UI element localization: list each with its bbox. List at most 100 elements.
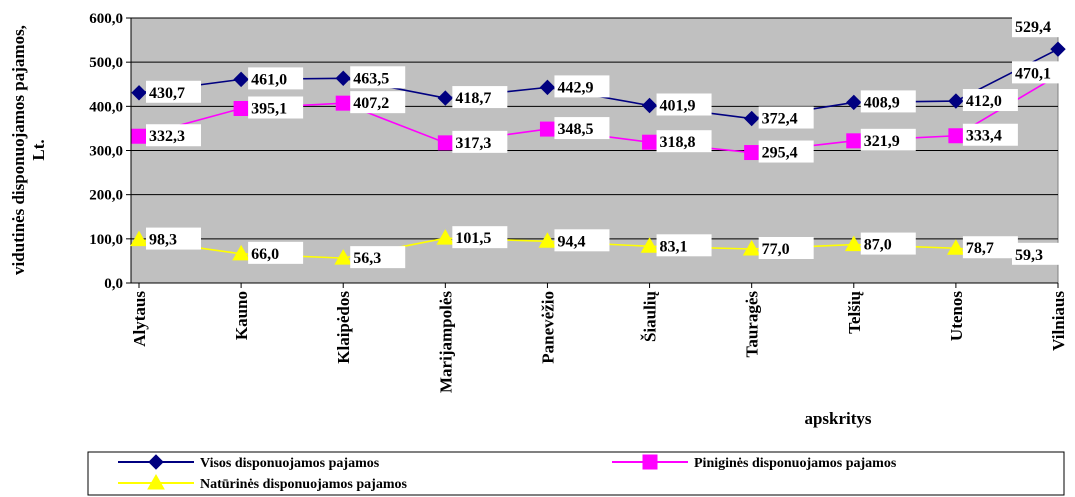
x-category-label: Telšių xyxy=(845,291,864,334)
diamond-marker xyxy=(743,110,760,127)
x-category-label: Panevėžio xyxy=(538,291,557,364)
data-label-bg xyxy=(350,246,406,269)
data-label: 66,0 xyxy=(251,246,279,263)
data-label-bg xyxy=(1012,15,1067,38)
data-label: 442,9 xyxy=(557,79,593,96)
data-label: 332,3 xyxy=(149,128,185,145)
data-label: 407,2 xyxy=(353,95,389,112)
data-label: 372,4 xyxy=(762,111,798,128)
diamond-marker xyxy=(846,94,862,111)
data-label: 470,1 xyxy=(1015,65,1051,82)
diamond-marker xyxy=(948,93,964,109)
data-label-bg xyxy=(1012,242,1067,265)
data-label: 461,0 xyxy=(251,71,287,88)
x-category-label: Marijampolės xyxy=(436,291,455,393)
y-tick-label: 400,0 xyxy=(89,99,123,115)
data-label-bg xyxy=(860,128,916,151)
data-label-bg xyxy=(962,89,1018,112)
data-label: 412,0 xyxy=(966,93,1002,110)
data-label-bg xyxy=(452,86,508,109)
data-label: 98,3 xyxy=(149,232,177,249)
triangle-marker xyxy=(538,232,557,248)
data-label: 78,7 xyxy=(966,240,994,257)
square-marker xyxy=(948,128,964,144)
triangle-marker xyxy=(334,249,353,265)
data-label-bg xyxy=(248,241,304,264)
x-category-label: Vilniaus xyxy=(1049,291,1068,351)
diamond-marker xyxy=(539,79,556,96)
data-label-bg xyxy=(656,234,712,257)
square-marker xyxy=(335,95,351,111)
legend: Visos disponuojamos pajamos Piniginės dis… xyxy=(87,451,1065,496)
data-label: 87,0 xyxy=(864,237,892,254)
x-axis-title: apskritys xyxy=(804,409,871,428)
data-label: 529,4 xyxy=(1015,19,1051,36)
triangle-marker xyxy=(147,473,165,490)
data-label: 94,4 xyxy=(557,233,585,250)
data-label-bg xyxy=(758,106,814,129)
data-label: 430,7 xyxy=(149,85,185,102)
data-label: 83,1 xyxy=(660,238,688,255)
data-label-bg xyxy=(554,229,610,252)
data-label: 295,4 xyxy=(762,145,798,162)
legend-label: Visos disponuojamos pajamos xyxy=(200,456,380,471)
data-label: 56,3 xyxy=(353,250,381,267)
data-label: 317,3 xyxy=(455,135,491,152)
data-label-bg xyxy=(146,227,201,250)
x-category-label: Utenos xyxy=(947,291,966,341)
data-label-bg xyxy=(146,80,201,103)
data-label: 59,3 xyxy=(1015,247,1043,264)
x-category-label: Alytaus xyxy=(130,291,149,347)
legend-label: Piniginės disponuojamos pajamos xyxy=(694,456,897,471)
x-category-label: Klaipėdos xyxy=(334,291,353,364)
diamond-marker xyxy=(233,71,249,88)
x-axis-categories: Alytaus Kauno Klaipėdos Marijampolės Panevėž… xyxy=(130,291,1068,393)
data-label: 408,9 xyxy=(864,94,900,111)
legend-label: Natūrinės disponuojamos pajamos xyxy=(200,477,407,492)
data-label: 348,5 xyxy=(557,121,593,138)
y-axis-title-line2: Lt. xyxy=(29,139,48,160)
data-label: 101,5 xyxy=(455,230,491,247)
data-label-bg xyxy=(452,226,508,249)
triangle-marker xyxy=(436,229,455,245)
square-marker xyxy=(846,133,862,149)
data-label: 395,1 xyxy=(251,100,287,117)
diamond-marker xyxy=(1050,41,1066,57)
data-label-bg xyxy=(554,117,610,140)
x-category-label: Šiaulių xyxy=(641,291,660,342)
data-label: 318,8 xyxy=(660,134,696,151)
series-markers xyxy=(130,41,1067,265)
data-label-bg xyxy=(656,93,712,116)
y-axis-title-line1: vidutinės disponuojamos pajamos, xyxy=(9,25,28,275)
y-tick-label: 200,0 xyxy=(89,188,123,204)
square-marker xyxy=(642,134,658,150)
data-label-bg xyxy=(1012,61,1067,84)
triangle-marker xyxy=(844,235,863,252)
data-label-bg xyxy=(860,232,916,255)
square-marker xyxy=(131,128,147,144)
data-label-bg xyxy=(860,90,916,113)
diamond-marker xyxy=(437,90,454,106)
data-label-bg xyxy=(962,236,1018,259)
data-label: 418,7 xyxy=(455,90,491,107)
x-category-label: Tauragės xyxy=(743,291,762,358)
y-axis-ticks: 0,0 100,0 200,0 300,0 400,0 500,0 600,0 xyxy=(89,11,123,292)
data-label-bg xyxy=(962,123,1018,146)
data-label-bg xyxy=(656,130,712,153)
data-label-bg xyxy=(554,75,610,98)
data-label: 463,5 xyxy=(353,70,389,87)
diamond-marker xyxy=(148,454,164,470)
data-label-bg xyxy=(350,66,406,89)
x-category-label: Kauno xyxy=(232,291,251,340)
diamond-marker xyxy=(641,97,658,114)
triangle-marker xyxy=(232,244,250,261)
y-tick-label: 500,0 xyxy=(89,55,123,71)
data-label: 401,9 xyxy=(660,97,696,114)
data-label: 333,4 xyxy=(966,128,1002,145)
diamond-marker xyxy=(335,70,351,86)
square-marker xyxy=(642,454,658,470)
data-label-bg xyxy=(248,96,304,119)
triangle-marker xyxy=(947,239,965,255)
data-labels: 430,7 461,0 463,5 418,7 442,9 401,9 372,4 408,9… xyxy=(146,15,1067,269)
data-label: 77,0 xyxy=(762,241,790,258)
